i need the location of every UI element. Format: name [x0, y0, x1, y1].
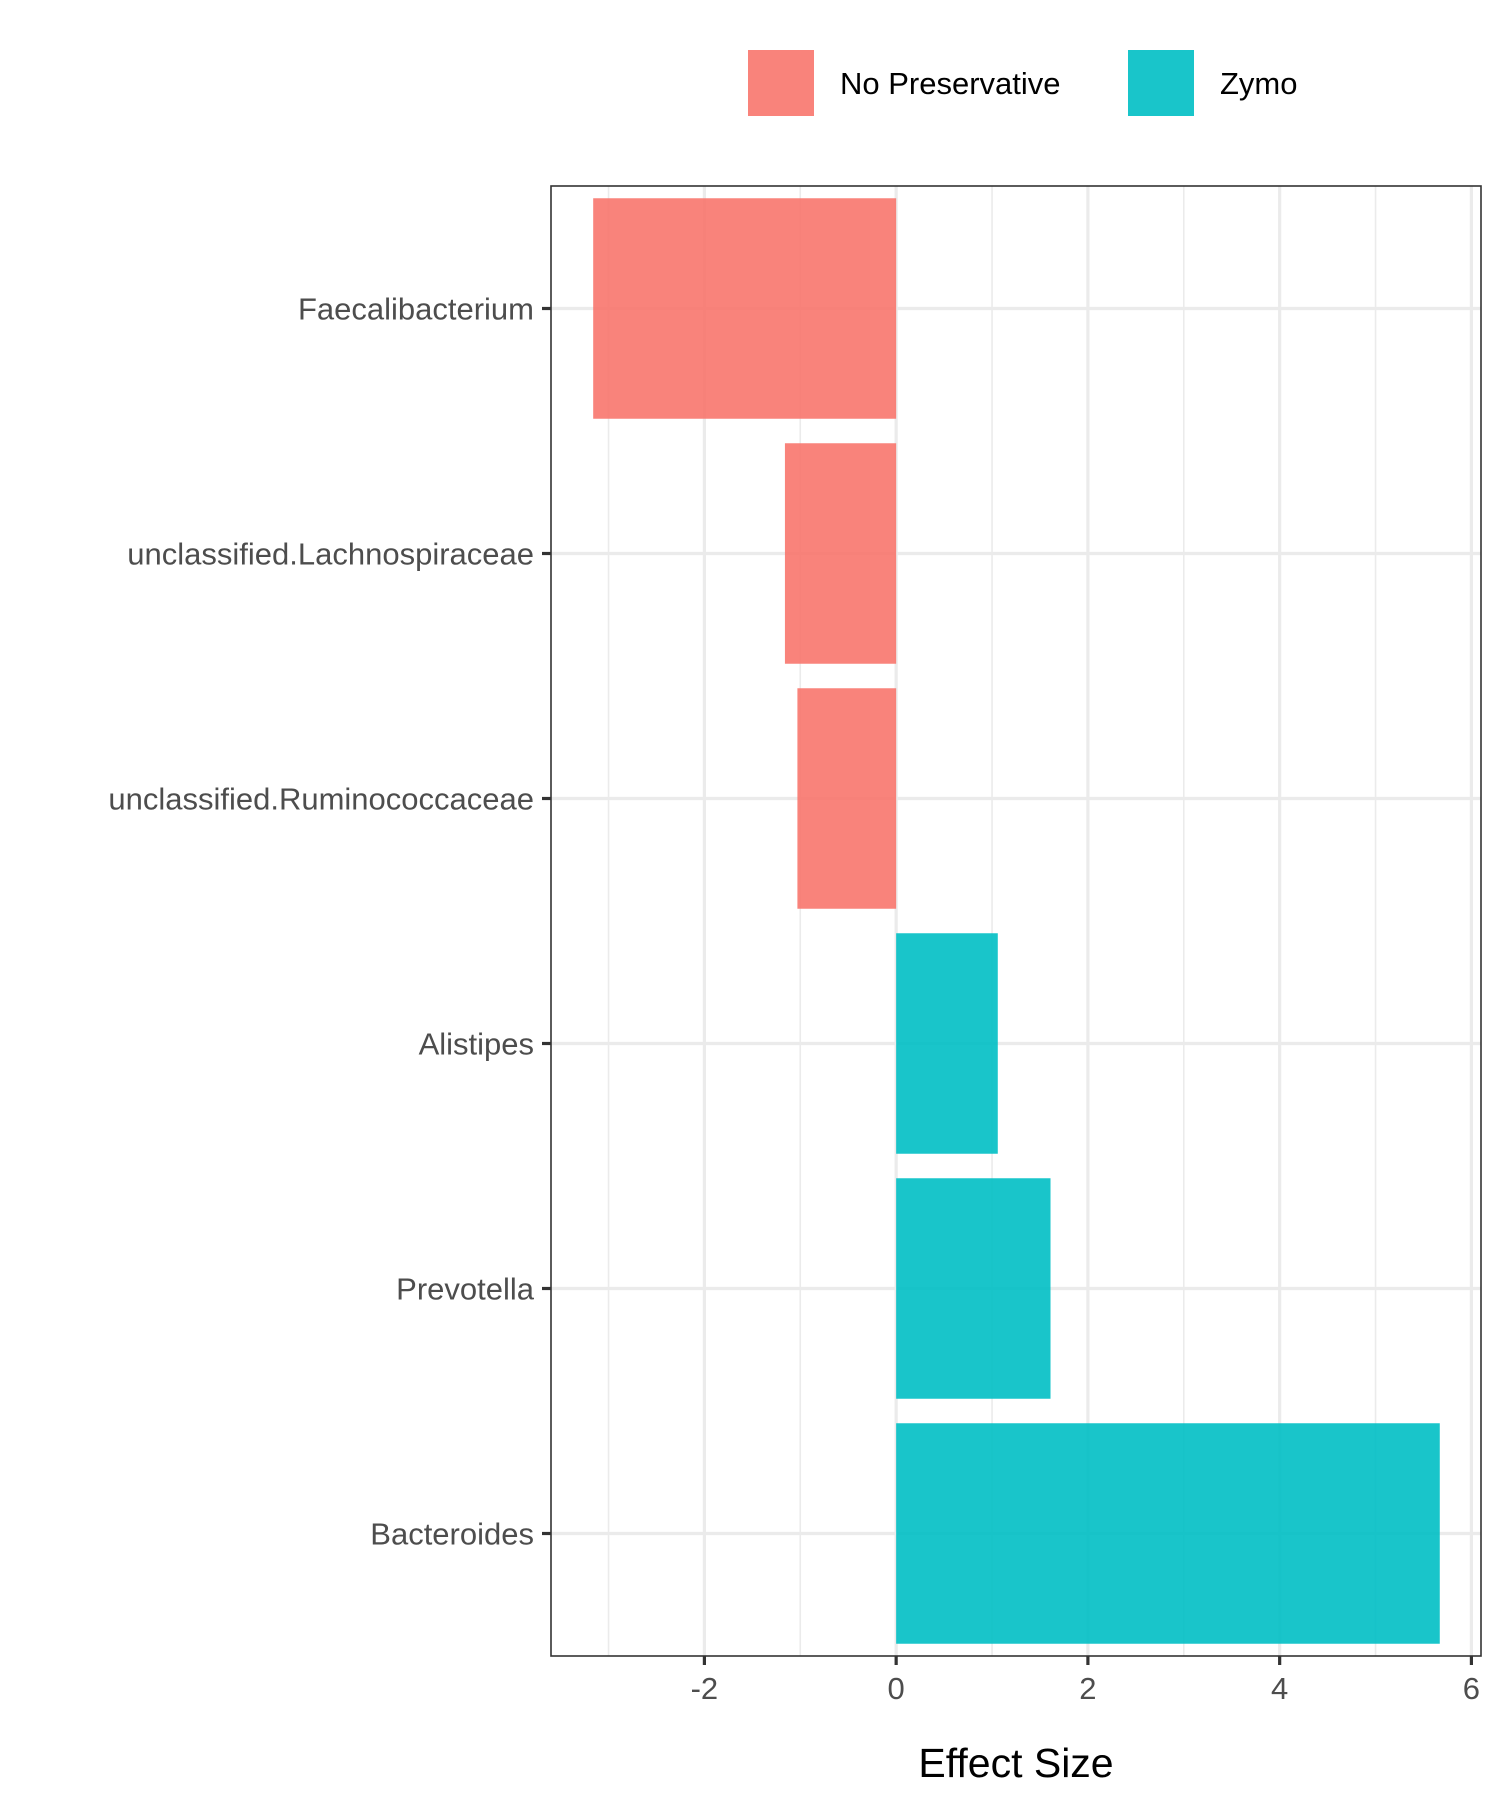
- y-tick-label: unclassified.Lachnospiraceae: [127, 537, 534, 572]
- x-tick-label: 2: [1079, 1671, 1096, 1706]
- x-axis: -2 0 2 4 6: [691, 1656, 1480, 1706]
- bar-bacteroides: [896, 1423, 1440, 1644]
- bar-alistipes: [896, 933, 998, 1154]
- x-tick-label: -2: [691, 1671, 719, 1706]
- bar-prevotella: [896, 1178, 1051, 1399]
- y-axis: Faecalibacterium unclassified.Lachnospira…: [108, 292, 551, 1552]
- x-tick-label: 6: [1463, 1671, 1480, 1706]
- bar-faecalibacterium: [593, 198, 897, 419]
- bars: [593, 198, 1440, 1644]
- bar-unclassified-ruminococcaceae: [797, 688, 897, 909]
- y-tick-label: unclassified.Ruminococcaceae: [108, 782, 534, 817]
- x-tick-label: 0: [888, 1671, 905, 1706]
- y-tick-label: Bacteroides: [370, 1517, 534, 1552]
- x-tick-label: 4: [1271, 1671, 1288, 1706]
- legend-key-no-preservative: [748, 50, 814, 116]
- y-tick-label: Alistipes: [419, 1027, 534, 1062]
- legend-label: Zymo: [1220, 66, 1298, 101]
- plot-panel-border: [550, 185, 1482, 1657]
- bar-unclassified-lachnospiraceae: [784, 443, 897, 664]
- y-tick-label: Prevotella: [396, 1272, 535, 1307]
- legend: No Preservative Zymo: [748, 50, 1298, 116]
- x-axis-title: Effect Size: [918, 1740, 1113, 1786]
- y-tick-label: Faecalibacterium: [298, 292, 534, 327]
- legend-key-zymo: [1128, 50, 1194, 116]
- legend-label: No Preservative: [840, 66, 1061, 101]
